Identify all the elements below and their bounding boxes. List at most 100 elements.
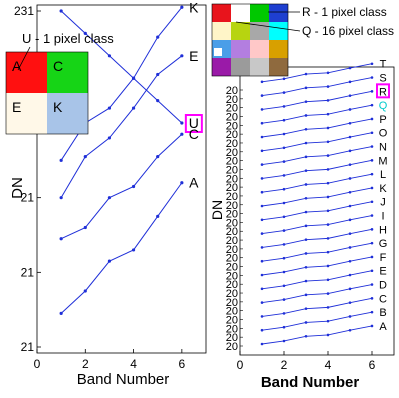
right-series-point-N — [370, 145, 374, 148]
right-series-point-M — [326, 168, 330, 171]
right-y-tick-label: 20 — [226, 217, 238, 229]
right-x-axis-label: Band Number — [261, 374, 360, 391]
right-series-point-P — [326, 126, 330, 130]
right-series-point-P — [370, 117, 374, 121]
right-series-point-E — [282, 284, 286, 288]
right-y-tick-label: 20 — [226, 279, 238, 291]
right-x-tick-label: 0 — [237, 358, 244, 372]
left-series-point-E — [59, 196, 63, 200]
right-series-point-T — [260, 80, 264, 84]
left-series-point-K — [59, 158, 63, 162]
right-series-point-Q — [304, 114, 308, 117]
right-series-highlight-box — [376, 83, 390, 99]
left-inset-cell-label-E: E — [12, 99, 21, 115]
left-y-tick-label: 21 — [21, 340, 35, 354]
right-series-point-N — [282, 160, 286, 163]
right-series-point-F — [370, 255, 374, 259]
left-series-point-A — [180, 181, 184, 185]
left-series-point-C — [107, 196, 112, 200]
right-series-point-I — [260, 232, 264, 235]
right-series-point-B — [326, 319, 330, 323]
right-y-tick-label: 20 — [226, 85, 238, 97]
right-series-line-D — [261, 284, 373, 304]
right-y-tick-label: 20 — [226, 164, 238, 176]
right-series-label-D: D — [379, 280, 387, 292]
right-y-tick-label: 20 — [226, 120, 238, 132]
right-series-point-B — [348, 315, 352, 318]
right-series-point-A — [348, 328, 352, 332]
left-x-tick-label: 0 — [34, 357, 41, 371]
right-series-point-S — [304, 86, 308, 90]
right-series-point-O — [304, 141, 308, 145]
right-series-line-K — [261, 187, 373, 207]
right-series-point-I — [282, 229, 286, 232]
right-series-label-O: O — [379, 128, 388, 140]
right-series-point-T — [370, 62, 374, 66]
right-series-line-B — [261, 311, 373, 331]
right-panel: 0 2 4 6202020202020202020202020202020202020… — [209, 3, 395, 391]
right-series-point-G — [370, 241, 374, 245]
right-inset-cell — [250, 58, 269, 76]
right-series-line-Q — [261, 104, 373, 124]
right-series-point-H — [282, 243, 286, 246]
right-series-label-Q: Q — [379, 100, 388, 112]
right-series-label-H: H — [379, 224, 387, 236]
right-series-point-E — [304, 279, 308, 283]
right-series-point-H — [370, 228, 374, 231]
right-series-point-I — [370, 214, 374, 217]
right-y-tick-label: 20 — [226, 288, 238, 300]
right-series-point-P — [304, 127, 308, 131]
right-series-point-K — [326, 195, 330, 199]
right-inset-cell — [269, 4, 288, 22]
right-series-point-L — [282, 187, 286, 191]
right-series-point-T — [326, 71, 330, 75]
right-series-point-L — [304, 183, 308, 186]
right-series-point-O — [260, 149, 264, 153]
left-series-point-U — [83, 31, 87, 35]
left-series-label-E: E — [189, 48, 198, 64]
right-series-label-R: R — [379, 86, 387, 98]
right-series-point-T — [348, 66, 352, 70]
left-series-line-U — [60, 10, 183, 124]
right-series-point-E — [348, 273, 352, 277]
right-series-label-A: A — [379, 321, 387, 333]
right-inset-cell — [231, 40, 250, 58]
left-series-point-K — [107, 106, 112, 110]
right-series-point-R — [370, 90, 374, 93]
right-series-point-A — [282, 339, 286, 343]
right-series-point-K — [348, 190, 352, 194]
right-y-tick-label: 20 — [226, 226, 238, 238]
right-series-label-N: N — [379, 142, 387, 154]
right-series-point-R — [260, 108, 264, 111]
right-series-point-I — [304, 224, 308, 228]
right-series-point-R — [304, 100, 308, 103]
right-series-point-S — [370, 76, 374, 79]
right-plot-frame — [239, 66, 395, 356]
right-series-point-N — [260, 163, 264, 166]
left-x-axis-label: Band Number — [77, 371, 170, 388]
left-inset-cell-E — [6, 93, 47, 134]
left-series-line-A — [60, 182, 183, 314]
right-series-point-I — [348, 218, 352, 222]
right-inset-cell — [212, 58, 231, 76]
left-series-label-U: U — [189, 115, 199, 131]
left-inset-cell-label-A: A — [12, 58, 22, 74]
left-plot-frame — [36, 4, 207, 354]
left-series-group: U K E C A — [59, 0, 203, 315]
right-y-tick-label: 20 — [226, 138, 238, 150]
right-series-point-L — [326, 181, 330, 185]
right-series-point-P — [348, 121, 352, 125]
right-series-point-G — [326, 250, 330, 254]
left-series-point-K — [156, 35, 160, 39]
right-inset-cell — [212, 22, 231, 40]
right-series-point-Q — [326, 112, 330, 116]
left-series-point-C — [131, 184, 136, 189]
right-series-point-G — [260, 259, 264, 263]
left-series-point-E — [180, 54, 184, 58]
right-inset-annotation-r: R - 1 pixel class — [302, 5, 387, 19]
right-series-line-G — [261, 242, 373, 262]
right-series-point-C — [282, 312, 286, 315]
right-y-tick-label: 20 — [226, 323, 238, 335]
right-y-tick-label: 20 — [226, 147, 238, 159]
